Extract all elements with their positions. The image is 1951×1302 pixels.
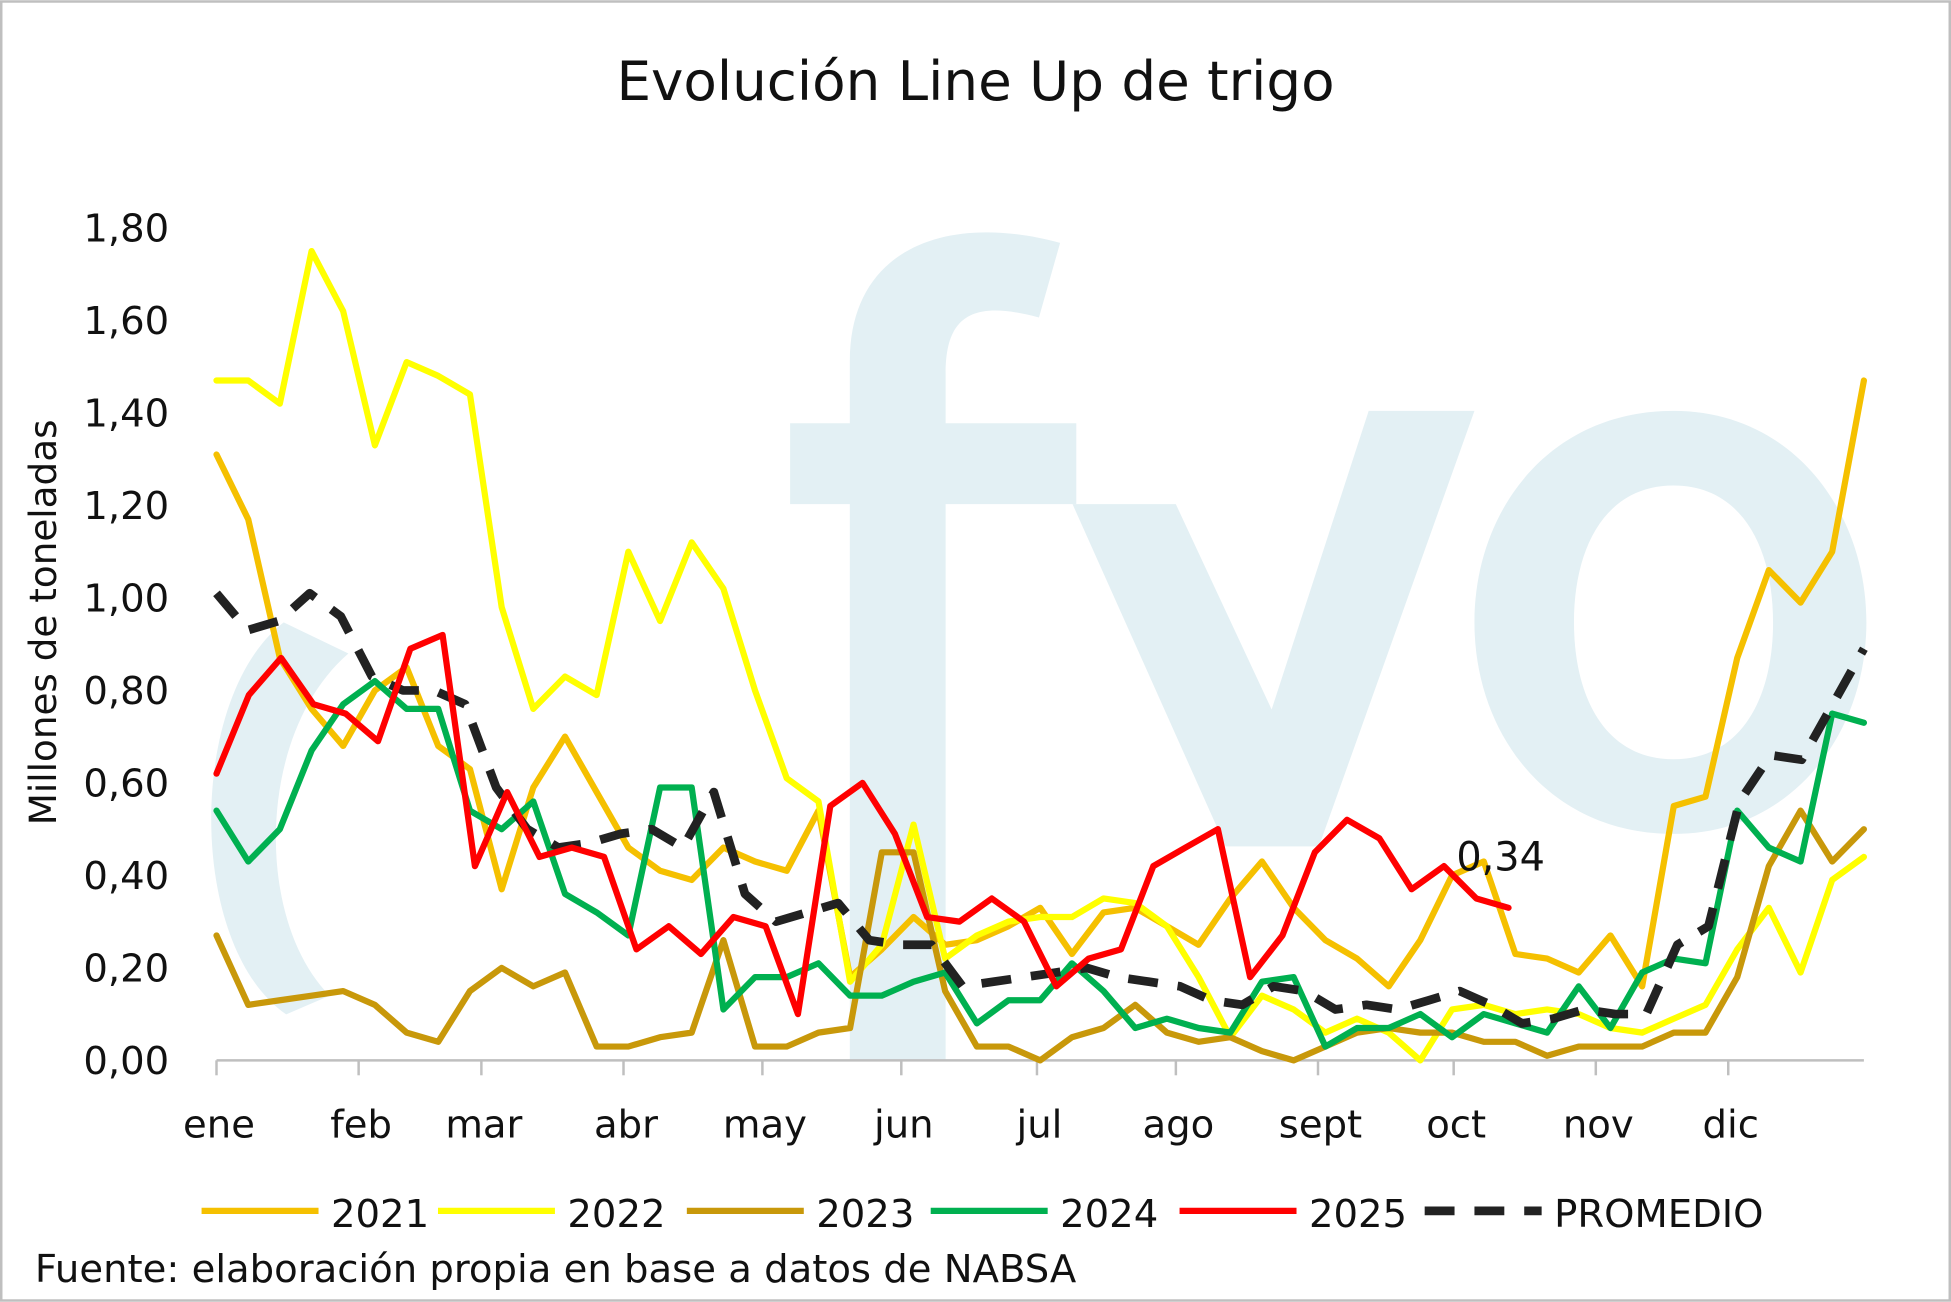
legend-label-2023: 2023 [816, 1192, 914, 1237]
watermark-letter-v [1072, 410, 1475, 847]
x-tick-label-dic: dic [1703, 1103, 1759, 1148]
y-axis-ticks: 0,00 0,20 0,40 0,60 0,80 1,00 1,20 1,40 1,60 1,80 [83, 207, 169, 1084]
watermark-logo [211, 232, 1867, 1061]
x-tick-label-oct: oct [1426, 1103, 1486, 1148]
x-tick-label-nov: nov [1563, 1103, 1634, 1148]
x-tick-label-ene: ene [183, 1103, 255, 1148]
legend-label-2025: 2025 [1309, 1192, 1407, 1237]
series-lines [213, 247, 1868, 1064]
x-tick-label-jul: jul [1016, 1103, 1063, 1148]
x-tick-label-feb: feb [330, 1103, 392, 1148]
x-tick-label-ago: ago [1143, 1103, 1215, 1148]
series-line-2022 [213, 247, 1868, 1064]
y-tick-label: 0,80 [83, 669, 169, 714]
y-tick-label: 1,40 [83, 392, 169, 437]
y-tick-label: 0,40 [83, 854, 169, 899]
x-tick-label-jun: jun [873, 1103, 934, 1148]
data-label-2025-last: 0,34 [1456, 834, 1545, 880]
y-tick-label: 1,20 [83, 484, 169, 529]
x-tick-label-abr: abr [594, 1103, 658, 1148]
series-line-2023 [213, 807, 1868, 1064]
source-note: Fuente: elaboración propia en base a dat… [35, 1247, 1077, 1292]
series-line-2025 [213, 631, 1512, 1018]
series-line-2021 [213, 377, 1868, 990]
y-tick-label: 0,00 [83, 1039, 169, 1084]
y-axis-label: Millones de toneladas [21, 419, 65, 825]
series-line-promedio [213, 588, 1868, 1028]
legend-label-2022: 2022 [567, 1192, 665, 1237]
x-tick-label-may: may [723, 1103, 807, 1148]
y-tick-label: 0,20 [83, 947, 169, 992]
chart-title: Evolución Line Up de trigo [616, 49, 1334, 113]
watermark-letter-o [1474, 410, 1867, 834]
x-tick-label-mar: mar [445, 1103, 522, 1148]
legend: 2021 2022 2023 2024 2025 PROMEDIO [201, 1192, 1764, 1237]
legend-label-promedio: PROMEDIO [1554, 1192, 1763, 1237]
y-tick-label: 1,00 [83, 577, 169, 622]
x-tick-label-sept: sept [1279, 1103, 1362, 1148]
y-tick-label: 0,60 [83, 762, 169, 807]
legend-label-2021: 2021 [331, 1192, 429, 1237]
watermark-left-arc [211, 622, 349, 1015]
watermark-letter-f [790, 232, 1077, 1061]
legend-label-2024: 2024 [1060, 1192, 1158, 1237]
y-tick-label: 1,60 [83, 299, 169, 344]
y-tick-label: 1,80 [83, 207, 169, 252]
